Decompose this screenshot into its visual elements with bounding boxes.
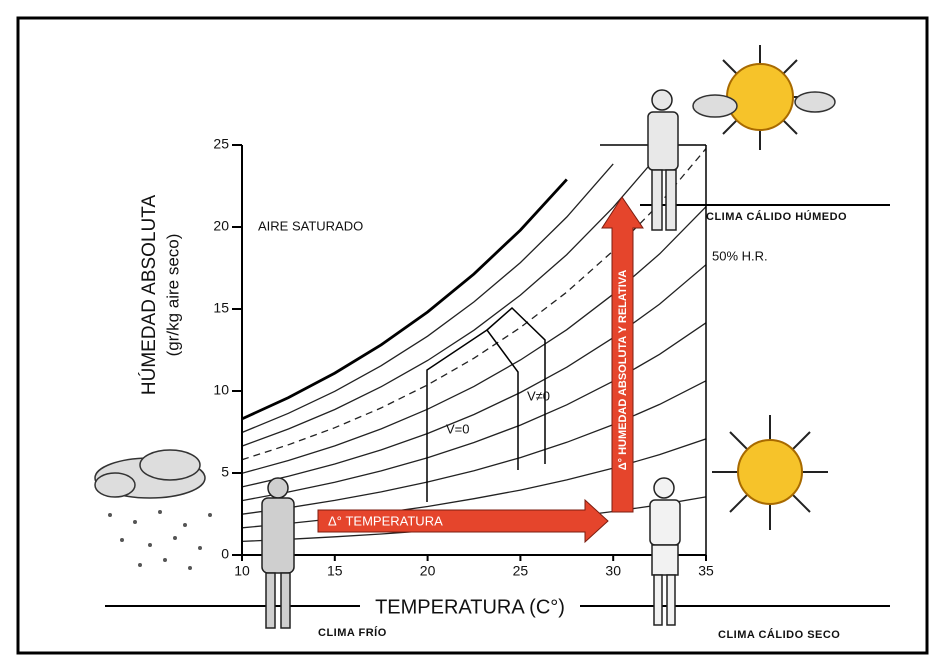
x-tick-label: 35 [698,563,714,579]
annotation: CLIMA CÁLIDO SECO [718,628,840,641]
cloud [94,91,836,499]
annotation: CLIMA FRÍO [318,626,387,639]
region-v1 [486,306,546,464]
arrow-temperature [317,498,609,544]
y-tick-label: 15 [213,300,229,316]
y-tick-label: 20 [213,218,229,234]
annotation: V=0 [446,421,470,436]
annotation: Δ° HUMEDAD ABSOLUTA Y RELATIVA [617,270,629,471]
annotation: CLIMA CÁLIDO HÚMEDO [706,210,847,223]
x-tick-label: 10 [234,563,250,579]
annotation: V≠0 [527,388,550,403]
annotation: Δ° TEMPERATURA [328,513,443,528]
x-tick-label: 25 [513,563,529,579]
rain [108,510,212,570]
arrow-humidity [601,196,644,513]
annotation: AIRE SATURADO [258,218,363,233]
y-tick-label: 25 [213,136,229,152]
x-tick-label: 15 [327,563,343,579]
y-axis-title: HÚMEDAD ABSOLUTA [138,195,160,396]
y-tick-label: 10 [213,382,229,398]
x-tick-label: 30 [605,563,621,579]
humidity-curve [242,178,568,421]
y-tick-label: 0 [221,546,229,562]
person [647,89,679,231]
humidity-curve [242,153,661,447]
person [649,477,681,626]
sun [712,415,828,530]
person [261,477,295,629]
humidity-curve [242,148,706,461]
y-axis-title: (gr/kg aire seco) [163,234,182,357]
sun [708,45,812,150]
humidity-curve [242,163,614,434]
x-tick-label: 20 [420,563,436,579]
x-axis-title: TEMPERATURA (C°) [375,596,565,618]
annotation: 50% H.R. [712,248,768,263]
y-tick-label: 5 [221,464,229,480]
